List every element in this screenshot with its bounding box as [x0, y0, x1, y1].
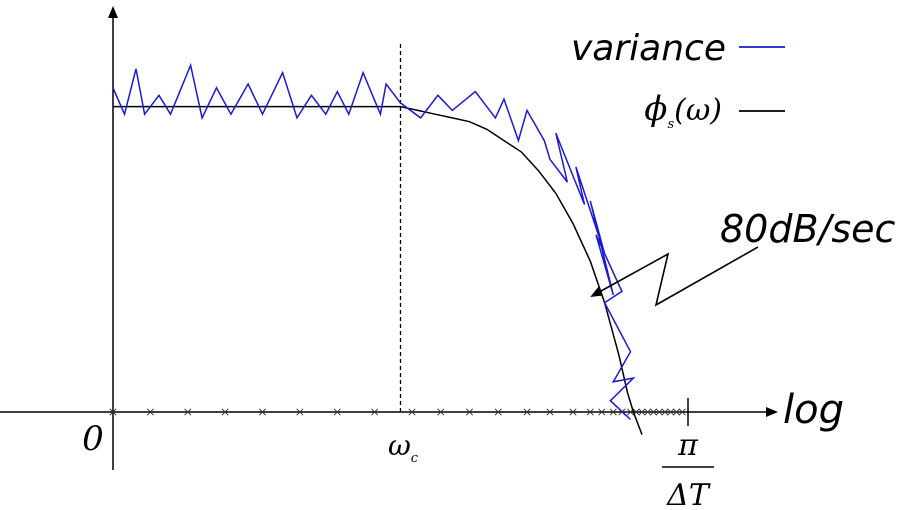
series-line-phi — [113, 105, 643, 435]
x-sample-mark — [672, 408, 681, 416]
slope-annotation: 80dB/sec — [720, 207, 896, 251]
x-sample-mark — [437, 408, 445, 416]
x-tick-label-0: 0 — [82, 419, 104, 459]
x-sample-mark — [523, 408, 531, 416]
x-sample-mark — [655, 408, 663, 416]
legend-label-variance: variance — [571, 28, 726, 69]
x-sample-mark — [546, 408, 554, 416]
x-sample-mark — [333, 408, 341, 416]
x-sample-mark — [408, 408, 416, 416]
x-sample-mark — [598, 408, 606, 416]
x-sample-mark — [494, 408, 502, 416]
x-tick-label-delta-t: ΔT — [666, 478, 711, 510]
x-sample-mark — [109, 408, 117, 416]
x-sample-mark — [146, 408, 154, 416]
x-sample-mark — [638, 408, 646, 416]
annotation-arrow — [590, 246, 759, 307]
legend-label-phi: ϕs(ω) — [644, 89, 722, 132]
x-sample-mark — [371, 408, 379, 416]
x-tick-label-pi: π — [677, 428, 699, 463]
x-sample-mark — [221, 408, 229, 416]
x-sample-mark — [465, 408, 474, 416]
x-sample-mark — [184, 408, 192, 416]
series-line-variance — [112, 62, 636, 421]
x-sample-mark — [258, 408, 267, 416]
x-sample-mark — [644, 408, 652, 416]
x-sample-mark — [678, 408, 686, 416]
x-sample-mark — [586, 408, 594, 416]
x-sample-mark — [296, 408, 304, 416]
series-group — [112, 62, 643, 435]
x-sample-mark — [661, 408, 669, 416]
x-sample-mark — [649, 408, 658, 416]
x-tick-label-omega-c: ωc — [388, 429, 419, 466]
x-axis-label: log — [783, 387, 844, 433]
x-sample-mark — [569, 408, 577, 416]
x-sample-mark — [609, 408, 617, 416]
x-sample-mark — [667, 408, 675, 416]
